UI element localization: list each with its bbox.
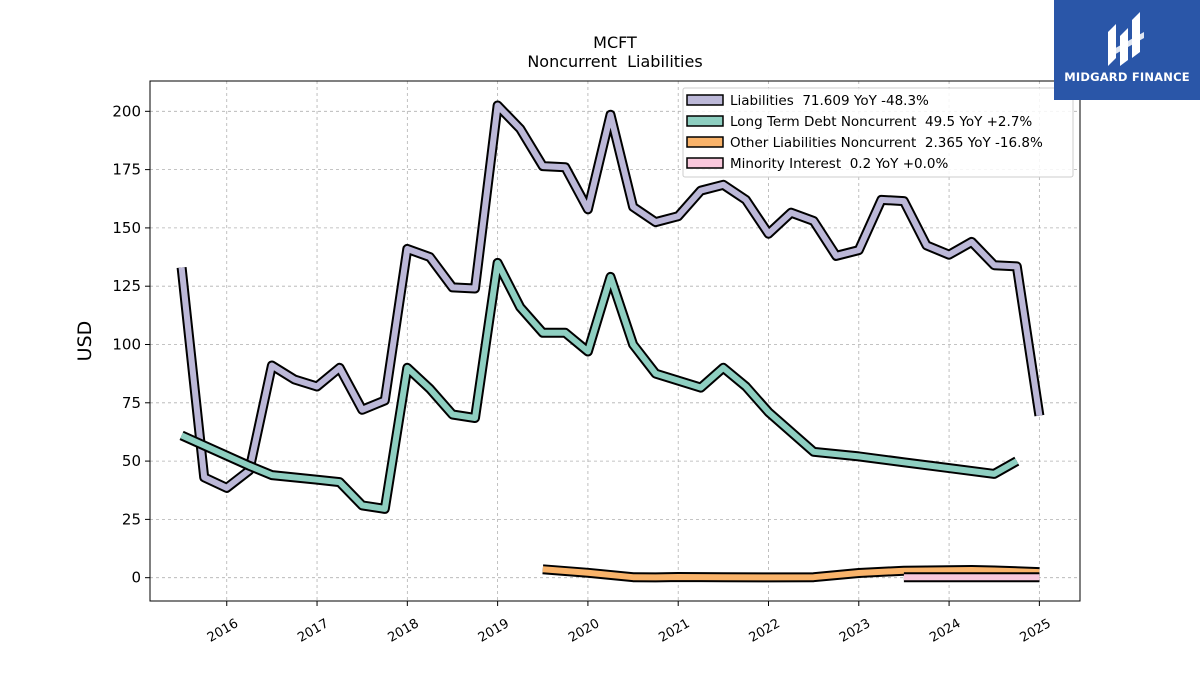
- legend-entry: Minority Interest 0.2 YoY +0.0%: [730, 156, 948, 172]
- midgard-logo-icon: [1108, 12, 1144, 66]
- y-tick-label: 25: [122, 510, 141, 528]
- y-axis-label: USD: [74, 321, 96, 362]
- legend-swatch: [686, 157, 724, 169]
- series-line: [542, 566, 1040, 581]
- series-long-term-debt-noncurrent: [179, 257, 1020, 514]
- legend-entry: Liabilities 71.609 YoY -48.3%: [730, 93, 929, 109]
- x-tick-label: 2024: [927, 616, 963, 646]
- x-tick-label: 2019: [476, 616, 512, 646]
- series-line: [180, 259, 1019, 512]
- x-tick-label: 2017: [295, 616, 331, 646]
- x-tick-label: 2020: [566, 616, 602, 646]
- legend-swatch: [686, 136, 724, 148]
- series-other-liabilities-noncurrent: [542, 564, 1040, 583]
- x-tick-label: 2025: [1018, 616, 1054, 646]
- y-tick-label: 200: [112, 102, 141, 120]
- legend-box: [682, 87, 1074, 178]
- x-tick-label: 2023: [837, 616, 873, 646]
- axis-ticks: 0 25 50 75 100 125 150 175 200 2016 2017 2018 2019 20…: [112, 102, 1053, 645]
- y-tick-label: 75: [122, 394, 141, 412]
- legend-entry: Other Liabilities Noncurrent 2.365 YoY -…: [730, 135, 1043, 151]
- plot-frame: [149, 80, 1081, 602]
- legend-entry: Long Term Debt Noncurrent 49.5 YoY +2.7%: [730, 114, 1032, 130]
- y-tick-label: 0: [131, 569, 141, 587]
- y-tick-label: 125: [112, 277, 141, 295]
- y-tick-label: 175: [112, 161, 141, 179]
- y-tick-label: 100: [112, 335, 141, 353]
- series-lines: [176, 100, 1045, 583]
- series-liabilities: [176, 100, 1045, 493]
- logo-text: MIDGARD FINANCE: [1064, 70, 1190, 84]
- x-tick-label: 2022: [747, 616, 783, 646]
- x-tick-label: 2016: [205, 616, 241, 646]
- midgard-finance-logo: MIDGARD FINANCE: [1054, 0, 1200, 100]
- chart-subtitle: Noncurrent Liabilities: [527, 52, 702, 71]
- chart-title: MCFT: [593, 33, 637, 52]
- x-tick-label: 2021: [656, 616, 692, 646]
- legend: Liabilities 71.609 YoY -48.3% Long Term D…: [682, 87, 1074, 178]
- y-tick-label: 150: [112, 219, 141, 237]
- legend-swatch: [686, 94, 724, 106]
- series-line: [178, 102, 1043, 491]
- x-tick-label: 2018: [386, 616, 422, 646]
- y-tick-label: 50: [122, 452, 141, 470]
- legend-swatch: [686, 115, 724, 127]
